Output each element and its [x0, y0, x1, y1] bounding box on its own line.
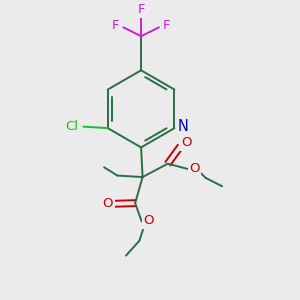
Text: O: O [189, 162, 200, 175]
Text: O: O [181, 136, 191, 149]
Text: F: F [163, 19, 170, 32]
Text: Cl: Cl [66, 119, 79, 133]
Text: O: O [103, 196, 113, 210]
Text: O: O [144, 214, 154, 227]
Text: F: F [137, 3, 145, 16]
Text: F: F [112, 19, 120, 32]
Text: N: N [178, 119, 189, 134]
